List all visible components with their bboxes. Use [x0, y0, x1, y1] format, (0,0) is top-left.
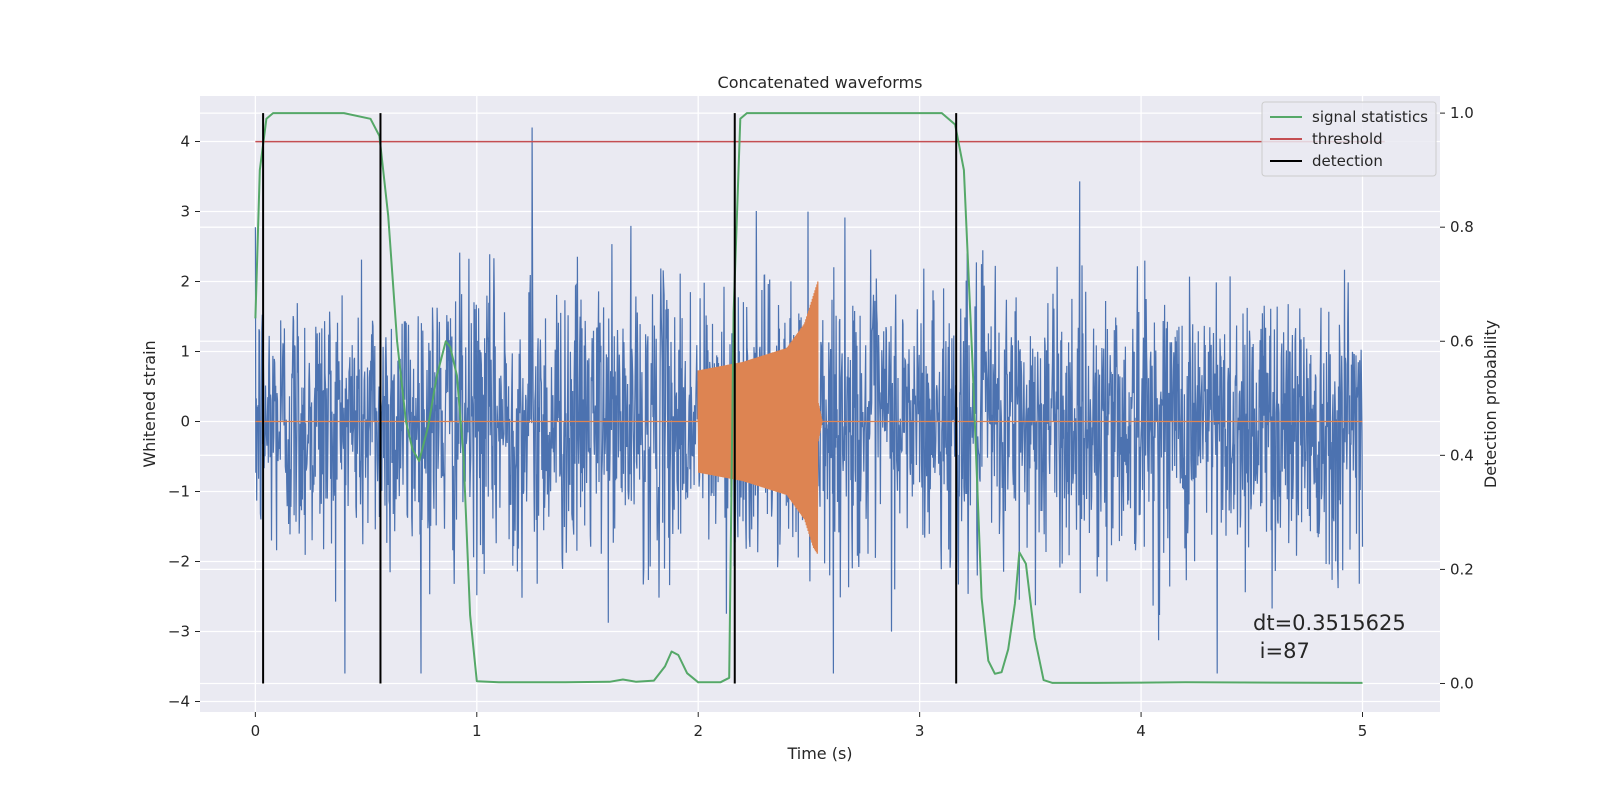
plot-data — [254, 112, 1385, 684]
y-tick-label: 1 — [180, 343, 190, 361]
y-tick-label: −2 — [168, 553, 190, 571]
legend-label: detection — [1312, 152, 1383, 170]
legend-box — [1261, 101, 1437, 177]
annotation-i: i=87 — [1253, 639, 1310, 663]
y2-tick-label: 0.2 — [1450, 560, 1474, 578]
x-tick-label: 4 — [1136, 722, 1146, 740]
y-tick-label: 4 — [180, 133, 190, 151]
x-tick-label: 0 — [251, 722, 261, 740]
y2-axis-label: Detection probability — [1481, 320, 1500, 488]
y-axis-label: Whitened strain — [140, 340, 159, 467]
y-tick-label: 3 — [180, 203, 190, 221]
axes-ticks: 0 1 2 3 4 5 −4 −3 −2 −1 0 1 2 3 4 0.0 0.2 0.4 0.6 0.8 1.0 — [168, 104, 1474, 740]
y2-tick-label: 0.4 — [1450, 446, 1474, 464]
x-tick-label: 5 — [1358, 722, 1368, 740]
signal-statistics-series — [254, 112, 1363, 684]
chart-title: Concatenated waveforms — [718, 73, 923, 92]
y-tick-label: 0 — [180, 413, 190, 431]
y2-tick-label: 0.0 — [1450, 674, 1474, 692]
x-axis-label: Time (s) — [786, 744, 852, 763]
y-tick-label: 2 — [180, 273, 190, 291]
injected-signal-series — [255, 281, 1363, 554]
legend-label: threshold — [1312, 130, 1383, 148]
y-tick-label: −3 — [168, 623, 190, 641]
legend-label: signal statistics — [1312, 108, 1428, 126]
y-tick-label: −1 — [168, 483, 190, 501]
x-tick-label: 2 — [693, 722, 703, 740]
x-tick-label: 1 — [472, 722, 482, 740]
legend: signal statistics threshold detection — [1261, 101, 1437, 177]
y2-tick-label: 0.8 — [1450, 218, 1474, 236]
y-tick-label: −4 — [168, 693, 190, 711]
annotation-dt: dt=0.3515625 — [1253, 611, 1406, 635]
x-tick-label: 3 — [915, 722, 925, 740]
y2-tick-label: 0.6 — [1450, 332, 1474, 350]
annotation: dt=0.3515625 i=87 — [1253, 611, 1406, 663]
y2-tick-label: 1.0 — [1450, 104, 1474, 122]
